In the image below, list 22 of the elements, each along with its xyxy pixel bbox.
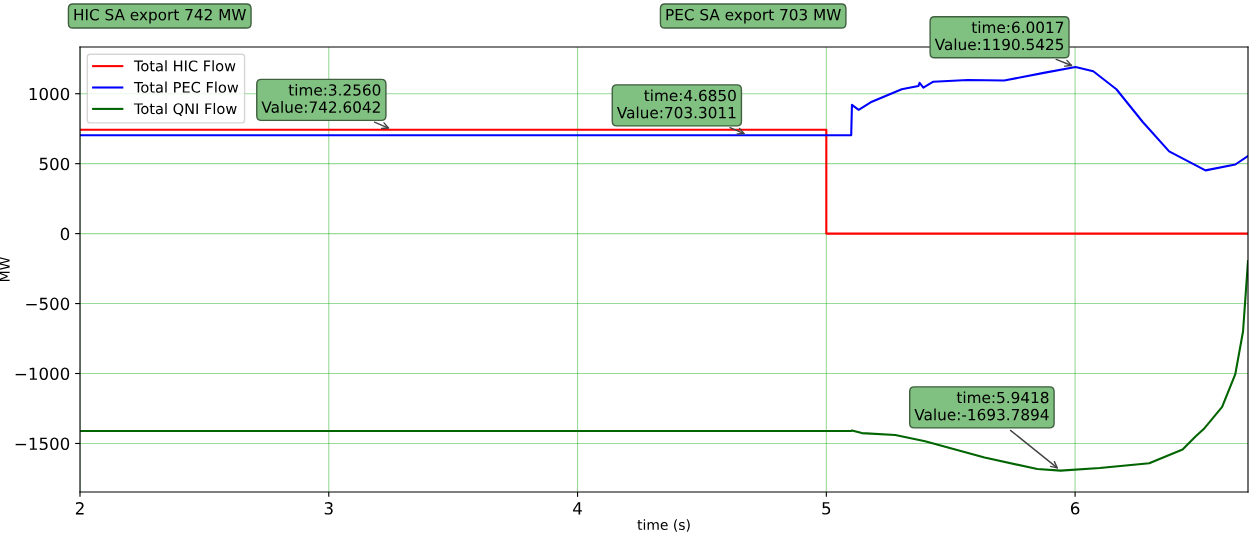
y-axis-title: MW: [0, 257, 10, 281]
x-tick-label: 4: [573, 502, 582, 515]
y-tick-label: −500: [26, 297, 70, 311]
legend-label: Total QNI Flow: [133, 102, 237, 116]
y-tick-label: 500: [39, 157, 70, 171]
x-tick-label: 6: [1070, 502, 1080, 515]
annotation: time:5.9418 Value:-1693.7894: [914, 391, 1049, 421]
x-tick-label: 3: [324, 502, 333, 515]
y-tick-label: 1000: [29, 87, 70, 101]
y-tick-label: −1000: [15, 367, 70, 381]
x-tick-label: 5: [822, 502, 831, 515]
annotation: time:4.6850 Value:703.3011: [616, 89, 736, 119]
y-tick-label: −1500: [15, 437, 70, 451]
legend-label: Total HIC Flow: [133, 60, 236, 72]
legend-label: Total PEC Flow: [133, 81, 239, 93]
annotation: time:6.0017 Value:1190.5425: [934, 21, 1064, 51]
text: PEC SA export 703 MW: [666, 8, 841, 24]
x-axis-title: time (s): [637, 519, 690, 532]
annotation: time:3.2560 Value:742.6042: [261, 83, 381, 113]
y-tick-label: 0: [60, 227, 70, 241]
x-tick-label: 2: [75, 502, 84, 515]
text: HIC SA export 742 MW: [74, 8, 246, 24]
